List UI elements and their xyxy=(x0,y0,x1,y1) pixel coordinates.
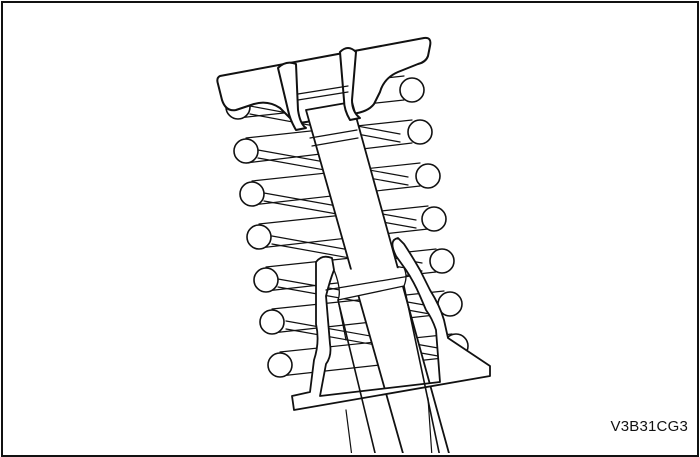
valve-stem-seal xyxy=(291,237,491,411)
spring-left-wire-sections xyxy=(225,94,293,378)
valve-keepers xyxy=(277,47,361,131)
valve-stem-lower xyxy=(337,285,440,453)
figure-code-label: V3B31CG3 xyxy=(610,418,688,435)
